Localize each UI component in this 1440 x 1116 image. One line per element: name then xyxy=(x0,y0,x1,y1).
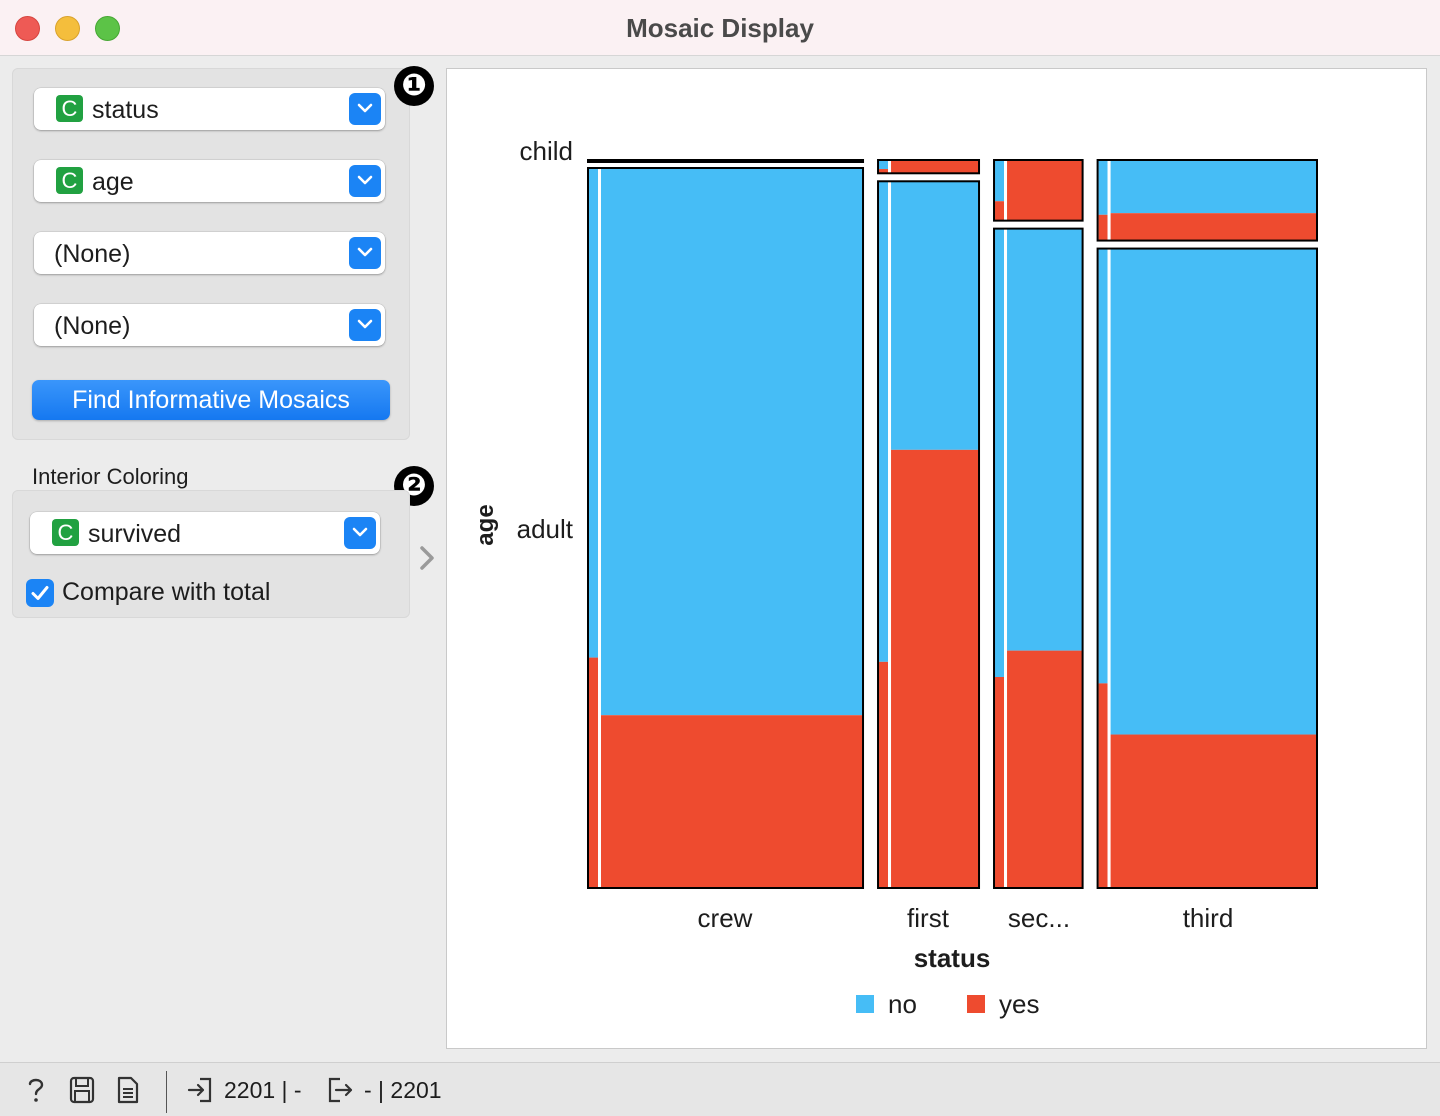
variable-2-value: age xyxy=(92,168,134,196)
title-bar: Mosaic Display xyxy=(0,0,1440,56)
checkmark-icon xyxy=(31,586,49,600)
stripe-separator-sec-adult xyxy=(1004,228,1008,888)
total-stripe-yes-sec-child xyxy=(995,201,1005,221)
total-stripe-yes-crew-adult xyxy=(589,657,598,888)
variable-4-value: (None) xyxy=(54,312,131,340)
stripe-separator-sec-child xyxy=(1004,160,1008,221)
y-tick-label-child: child xyxy=(520,136,573,166)
cell-outline-first-child xyxy=(877,159,981,175)
total-stripe-no-third-child xyxy=(1098,160,1108,215)
total-stripe-yes-third-child xyxy=(1098,214,1108,241)
cell-outline-first-adult xyxy=(877,180,981,890)
compare-with-total-label[interactable]: Compare with total xyxy=(62,578,271,606)
stripe-separator-first-child xyxy=(888,160,892,174)
status-bar: 2201 | - - | 2201 xyxy=(0,1062,1440,1116)
cell-no-first-adult xyxy=(891,181,980,450)
total-stripe-no-first-child xyxy=(879,160,889,170)
total-stripe-no-crew-adult xyxy=(589,168,598,658)
cell-yes-third-adult xyxy=(1110,734,1317,888)
variable-3-combo[interactable]: (None) xyxy=(34,232,385,274)
cell-outline-sec-child xyxy=(993,159,1084,222)
chevron-down-icon[interactable] xyxy=(344,517,376,549)
cell-yes-third-child xyxy=(1110,213,1317,241)
x-tick-label-crew: crew xyxy=(698,903,753,933)
stripe-separator-third-adult xyxy=(1107,248,1111,888)
compare-with-total-checkbox[interactable] xyxy=(26,579,54,607)
x-axis-title: status xyxy=(914,943,991,973)
mosaic-chart: child adult age crew first sec... third … xyxy=(472,136,1318,1019)
cell-yes-first-child xyxy=(891,160,980,174)
cell-outline-sec-adult xyxy=(993,227,1084,889)
legend-label-yes: yes xyxy=(999,989,1039,1019)
coloring-combo[interactable]: C survived xyxy=(30,512,380,554)
cell-yes-sec-child xyxy=(1007,160,1083,221)
interior-coloring-box xyxy=(12,490,410,618)
cell-yes-first-adult xyxy=(891,449,980,888)
variable-1-value: status xyxy=(92,96,159,124)
cell-no-third-adult xyxy=(1110,248,1317,735)
minimize-window-button[interactable] xyxy=(55,16,80,41)
categorical-icon: C xyxy=(52,519,79,546)
legend-swatch-no xyxy=(856,995,874,1013)
input-icon xyxy=(186,1075,214,1110)
chevron-down-icon[interactable] xyxy=(349,309,381,341)
variable-1-combo[interactable]: C status xyxy=(34,88,385,130)
coloring-value: survived xyxy=(88,520,182,548)
x-tick-label-second: sec... xyxy=(1008,903,1070,933)
variable-4-combo[interactable]: (None) xyxy=(34,304,385,346)
status-divider xyxy=(166,1071,167,1113)
y-tick-label-adult: adult xyxy=(517,514,574,544)
find-informative-mosaics-button[interactable]: Find Informative Mosaics xyxy=(32,380,390,420)
help-icon[interactable] xyxy=(22,1075,50,1110)
x-tick-label-first: first xyxy=(907,903,950,933)
cell-no-sec-adult xyxy=(1007,228,1083,651)
window-title: Mosaic Display xyxy=(626,13,814,43)
total-stripe-yes-first-child xyxy=(879,169,889,174)
cell-no-crew-adult xyxy=(601,168,864,716)
chevron-down-icon[interactable] xyxy=(349,93,381,125)
cell-outline-third-adult xyxy=(1096,247,1318,889)
save-icon[interactable] xyxy=(68,1075,96,1110)
callout-marker-1: ❶ xyxy=(394,66,434,106)
total-stripe-no-sec-child xyxy=(995,160,1005,202)
stripe-separator-crew-adult xyxy=(598,168,601,888)
categorical-icon: C xyxy=(56,95,83,122)
report-icon[interactable] xyxy=(115,1075,141,1110)
cell-outline-crew-adult xyxy=(587,167,865,889)
output-summary: - | 2201 xyxy=(364,1077,442,1103)
chevron-down-icon[interactable] xyxy=(349,237,381,269)
chevron-down-icon[interactable] xyxy=(349,165,381,197)
y-axis-title: age xyxy=(472,504,499,545)
cell-no-third-child xyxy=(1110,160,1317,214)
zoom-window-button[interactable] xyxy=(95,16,120,41)
stripe-separator-first-adult xyxy=(888,181,892,888)
input-summary: 2201 | - xyxy=(224,1077,302,1103)
stripe-separator-third-child xyxy=(1107,160,1111,241)
categorical-icon: C xyxy=(56,167,83,194)
close-window-button[interactable] xyxy=(15,16,40,41)
legend-swatch-yes xyxy=(967,995,985,1013)
total-stripe-no-first-adult xyxy=(879,181,889,662)
total-stripe-yes-first-adult xyxy=(879,661,889,888)
output-icon xyxy=(326,1075,354,1110)
total-stripe-no-sec-adult xyxy=(995,228,1005,678)
total-stripe-yes-third-adult xyxy=(1098,683,1108,888)
total-stripe-no-third-adult xyxy=(1098,248,1108,684)
x-tick-label-third: third xyxy=(1183,903,1234,933)
variable-2-combo[interactable]: C age xyxy=(34,160,385,202)
cell-outline-third-child xyxy=(1096,159,1318,242)
cell-yes-sec-adult xyxy=(1007,650,1083,888)
cell-outline-crew-child xyxy=(587,159,865,163)
legend-label-no: no xyxy=(888,989,917,1019)
cell-yes-crew-adult xyxy=(601,715,864,888)
variable-3-value: (None) xyxy=(54,240,131,268)
interior-coloring-label: Interior Coloring xyxy=(32,464,189,489)
collapse-panel-arrow-icon[interactable] xyxy=(416,542,440,579)
total-stripe-yes-sec-adult xyxy=(995,677,1005,888)
mosaic-plot-area: child adult age crew first sec... third … xyxy=(446,68,1427,1049)
